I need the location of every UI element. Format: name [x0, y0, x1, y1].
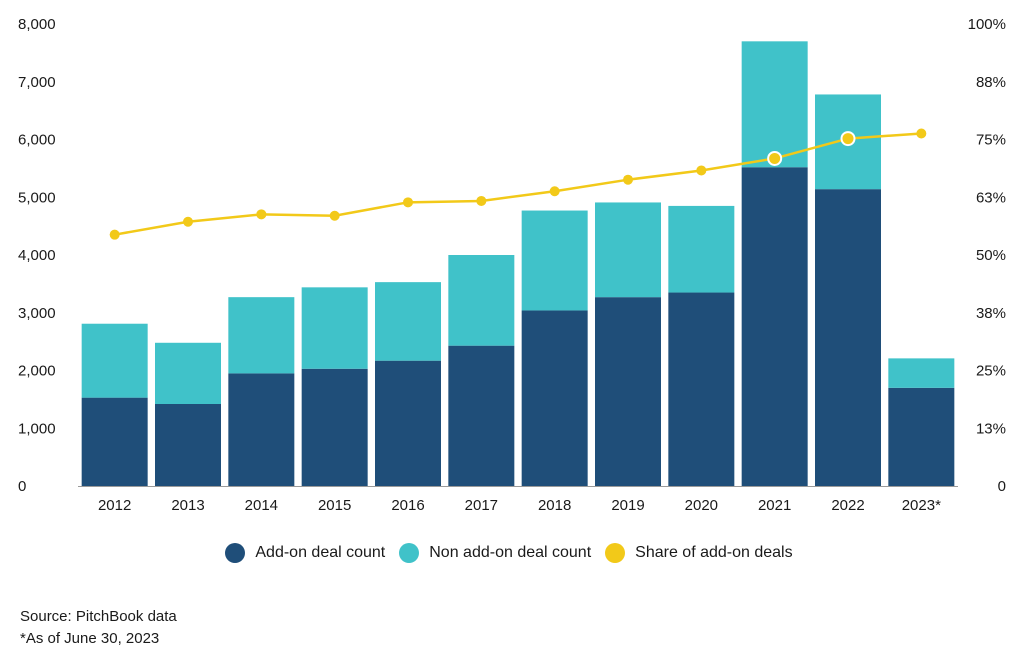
bars: [81, 41, 955, 487]
footnote: *As of June 30, 2023: [20, 630, 160, 647]
share-point-2023*: [916, 128, 927, 139]
left-tick-label: 1,000: [18, 420, 56, 437]
left-tick-label: 6,000: [18, 132, 56, 149]
bar-addon-2018: [521, 310, 588, 486]
bar-nonaddon-2015: [301, 287, 368, 369]
bar-nonaddon-2017: [448, 255, 515, 346]
share-point-2019: [623, 174, 633, 185]
legend-item-addon: Add-on deal count: [225, 543, 385, 563]
x-tick-label: 2017: [465, 497, 498, 514]
right-tick-label: 13%: [976, 420, 1006, 437]
stacked-bar-line-chart: 0 1,000 2,000 3,000 4,000 5,000 6,000 7,000 8,00…: [18, 16, 1006, 514]
share-point-2017: [476, 195, 487, 206]
source-note: Source: PitchBook data: [20, 608, 177, 625]
left-tick-label: 7,000: [18, 74, 56, 91]
bar-addon-2013: [155, 403, 221, 486]
x-tick-label: 2023*: [902, 497, 941, 514]
left-tick-label: 8,000: [18, 16, 56, 33]
right-tick-label: 0: [998, 478, 1006, 495]
chart-notes: Source: PitchBook data *As of June 30, 2…: [20, 606, 177, 650]
share-point-2015: [329, 210, 340, 221]
right-axis-ticks: 0 13% 25% 38% 50% 63% 75% 88% 100%: [968, 16, 1006, 495]
x-tick-label: 2014: [245, 497, 278, 514]
right-tick-label: 100%: [968, 16, 1006, 33]
x-tick-label: 2019: [611, 497, 644, 514]
share-point-2012: [109, 229, 120, 240]
bar-nonaddon-2020: [668, 205, 735, 293]
share-point-2018: [549, 186, 560, 197]
bar-addon-2022: [815, 189, 881, 487]
share-point-2021: [767, 150, 783, 166]
bar-addon-2023*: [888, 387, 955, 486]
bar-addon-2015: [301, 368, 368, 486]
bar-addon-2014: [228, 373, 295, 486]
right-tick-label: 63%: [976, 189, 1006, 206]
right-tick-label: 38%: [976, 305, 1006, 322]
x-tick-label: 2021: [758, 497, 791, 514]
left-tick-label: 2,000: [18, 363, 56, 380]
share-point-2014: [256, 209, 267, 220]
x-tick-label: 2016: [391, 497, 424, 514]
x-tick-label: 2013: [171, 497, 204, 514]
legend-item-share: Share of add-on deals: [605, 543, 793, 563]
right-tick-label: 50%: [976, 247, 1006, 264]
bar-nonaddon-2021: [741, 41, 808, 168]
x-tick-label: 2018: [538, 497, 571, 514]
bar-nonaddon-2014: [228, 297, 295, 374]
share-point-2022: [840, 131, 856, 147]
x-tick-label: 2020: [685, 497, 718, 514]
legend-label-addon: Add-on deal count: [255, 544, 386, 561]
bar-addon-2020: [668, 292, 735, 486]
bar-nonaddon-2016: [375, 282, 441, 361]
share-line-layer: [109, 128, 927, 240]
bar-nonaddon-2019: [595, 202, 661, 298]
right-tick-label: 75%: [976, 132, 1006, 149]
share-point-2013: [183, 216, 193, 227]
share-line: [114, 132, 922, 236]
bar-nonaddon-2012: [81, 323, 148, 398]
bar-nonaddon-2018: [521, 210, 588, 311]
bar-addon-2016: [375, 360, 441, 486]
legend-swatch-nonaddon: [399, 543, 420, 563]
bar-addon-2012: [81, 397, 148, 486]
right-tick-label: 25%: [976, 363, 1006, 380]
x-tick-label: 2015: [318, 497, 351, 514]
left-tick-label: 3,000: [18, 305, 56, 322]
left-tick-label: 4,000: [18, 247, 56, 264]
legend-item-nonaddon: Non add-on deal count: [399, 543, 591, 563]
bar-addon-2017: [448, 345, 515, 486]
share-point-2020: [696, 165, 707, 176]
bar-nonaddon-2023*: [888, 358, 955, 388]
left-tick-label: 0: [18, 478, 26, 495]
x-axis-ticks: 2012 2013 2014 2015 2016 2017 2018 2019 2020 2021…: [98, 497, 941, 514]
bar-addon-2021: [741, 167, 808, 486]
left-axis-ticks: 0 1,000 2,000 3,000 4,000 5,000 6,000 7,000 8,00…: [18, 16, 56, 495]
legend-swatch-share: [605, 543, 626, 563]
x-tick-label: 2022: [831, 497, 864, 514]
left-tick-label: 5,000: [18, 189, 56, 206]
legend: Add-on deal count Non add-on deal count …: [0, 543, 1018, 563]
bar-addon-2019: [595, 297, 661, 486]
share-point-2016: [403, 197, 413, 208]
legend-swatch-addon: [225, 543, 246, 563]
bar-nonaddon-2013: [155, 342, 221, 404]
x-tick-label: 2012: [98, 497, 131, 514]
legend-label-share: Share of add-on deals: [635, 544, 793, 561]
legend-label-nonaddon: Non add-on deal count: [429, 544, 592, 561]
right-tick-label: 88%: [976, 74, 1006, 91]
